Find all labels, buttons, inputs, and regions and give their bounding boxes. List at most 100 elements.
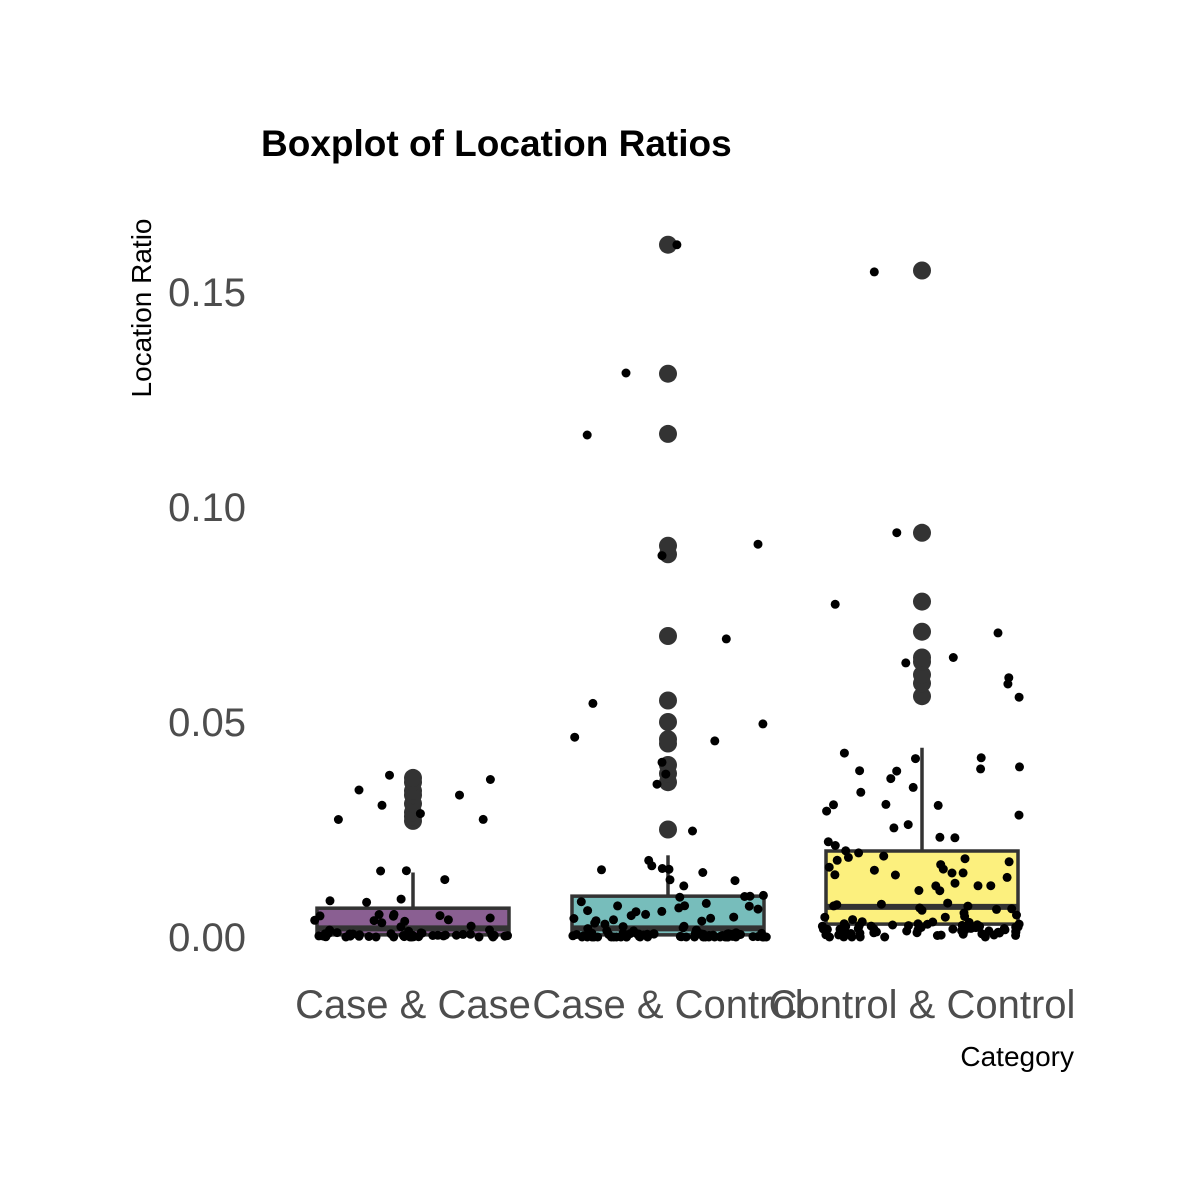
- jitter-point: [880, 932, 890, 942]
- jitter-point: [345, 929, 355, 939]
- jitter-point: [478, 814, 488, 824]
- jitter-point: [976, 764, 986, 774]
- jitter-point: [428, 931, 438, 940]
- jitter-point: [999, 924, 1009, 933]
- jitter-point: [488, 932, 498, 942]
- jitter-point: [377, 800, 387, 810]
- jitter-point: [916, 922, 926, 932]
- jitter-point: [583, 924, 593, 934]
- jitter-point: [355, 930, 365, 940]
- jitter-point: [621, 932, 631, 942]
- jitter-point: [889, 823, 899, 833]
- jitter-point: [933, 800, 943, 810]
- jitter-point: [649, 929, 659, 939]
- jitter-point: [374, 910, 384, 919]
- jitter-point: [855, 766, 865, 776]
- jitter-point: [332, 928, 342, 938]
- jitter-point: [1004, 673, 1014, 683]
- jitter-point: [830, 599, 840, 609]
- outlier-point: [659, 730, 677, 749]
- jitter-point: [385, 770, 394, 780]
- jitter-point: [820, 912, 830, 922]
- jitter-point: [583, 906, 593, 916]
- jitter-point: [881, 799, 891, 809]
- jitter-point: [1004, 857, 1014, 867]
- jitter-point: [886, 774, 896, 784]
- jitter-point: [728, 931, 738, 941]
- jitter-point: [415, 809, 425, 819]
- jitter-point: [679, 921, 689, 931]
- jitter-point: [570, 732, 580, 742]
- jitter-point: [333, 815, 343, 824]
- chart-title: Boxplot of Location Ratios: [261, 123, 732, 164]
- jitter-point: [721, 634, 731, 644]
- jitter-point: [455, 790, 464, 800]
- jitter-point: [369, 916, 379, 926]
- jitter-point: [1007, 904, 1017, 914]
- jitter-point: [989, 930, 999, 940]
- y-tick-label: 0.10: [168, 486, 246, 530]
- jitter-point: [597, 865, 606, 875]
- jitter-point: [866, 921, 876, 931]
- outlier-point: [913, 648, 931, 667]
- jitter-point: [710, 736, 720, 746]
- jitter-point: [879, 851, 889, 861]
- jitter-point: [854, 848, 864, 858]
- jitter-point: [993, 628, 1003, 638]
- jitter-point: [439, 931, 448, 941]
- jitter-point: [869, 865, 879, 875]
- jitter-point: [832, 855, 842, 865]
- jitter-point: [386, 929, 396, 939]
- jitter-point: [591, 916, 601, 926]
- jitter-point: [576, 897, 586, 907]
- jitter-point: [325, 896, 335, 906]
- outlier-point: [404, 768, 422, 787]
- jitter-point: [835, 924, 845, 934]
- jitter-point: [697, 916, 707, 926]
- jitter-point: [940, 912, 950, 922]
- jitter-point: [758, 719, 768, 729]
- jitter-point: [354, 785, 364, 795]
- jitter-point: [888, 920, 898, 930]
- jitter-point: [839, 748, 849, 758]
- y-tick-label: 0.15: [168, 271, 246, 315]
- jitter-point: [674, 903, 684, 913]
- jitter-point: [903, 820, 913, 830]
- jitter-point: [600, 919, 610, 929]
- jitter-point: [958, 929, 968, 939]
- jitter-points-layer: [310, 240, 1024, 942]
- jitter-point: [825, 932, 834, 942]
- jitter-point: [1014, 810, 1024, 820]
- jitter-point: [613, 901, 623, 911]
- jitter-point: [679, 881, 689, 891]
- jitter-point: [417, 928, 427, 938]
- jitter-point: [947, 868, 957, 878]
- outliers-layer: [404, 235, 931, 839]
- y-tick-label: 0.00: [168, 916, 246, 960]
- jitter-point: [857, 917, 867, 927]
- jitter-point: [758, 890, 768, 900]
- jitter-point: [568, 931, 578, 941]
- y-axis-title: Location Ratio: [126, 218, 157, 397]
- outlier-point: [659, 820, 677, 839]
- jitter-point: [744, 901, 754, 911]
- jitter-point: [914, 886, 924, 895]
- jitter-point: [892, 528, 902, 538]
- jitter-point: [647, 861, 657, 871]
- jitter-point: [976, 753, 986, 763]
- jitter-point: [892, 766, 902, 776]
- jitter-point: [606, 932, 616, 942]
- jitter-point: [657, 864, 667, 873]
- jitter-point: [948, 924, 958, 934]
- jitter-point: [855, 932, 865, 942]
- jitter-point: [1011, 927, 1021, 937]
- jitter-point: [706, 913, 716, 923]
- jitter-point: [950, 833, 960, 843]
- jitter-point: [451, 930, 461, 940]
- jitter-point: [869, 267, 879, 277]
- jitter-point: [618, 922, 628, 932]
- outlier-point: [913, 523, 931, 542]
- jitter-point: [758, 932, 767, 942]
